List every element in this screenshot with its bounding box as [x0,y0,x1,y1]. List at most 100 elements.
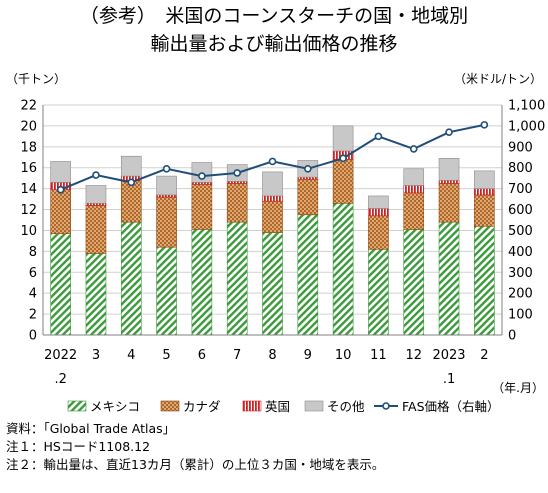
bar-segment-0-7 [297,214,319,336]
left-tick-label: 12 [20,203,37,218]
x-tick-label: 2022 [44,348,77,363]
bar-segment-0-10 [403,229,425,336]
x-tick-label: 7 [233,348,241,363]
legend-marker [382,402,390,410]
price-point [198,172,206,180]
left-tick-label: 6 [29,266,37,281]
bar-segment-1-11 [438,183,460,223]
right-tick-label: 100 [508,308,533,323]
bar-segment-2-1 [85,202,107,206]
x-tick-label: 2 [480,348,488,363]
bar-segment-2-3 [156,194,177,198]
x-tick-label: 11 [370,348,387,363]
bar-segment-3-8 [332,125,354,152]
bar-segment-2-4 [191,182,213,185]
price-point [445,128,453,136]
price-point [92,171,100,179]
bar-segment-1-6 [262,200,283,233]
right-tick-label: 400 [508,245,533,260]
bar-segment-1-0 [50,189,71,234]
left-tick-label: 10 [20,224,37,239]
right-tick-label: 1,100 [508,99,545,114]
x-tick-label: 3 [92,348,100,363]
bar-segment-0-3 [156,246,177,336]
left-tick-label: 8 [29,245,37,260]
left-tick-label: 4 [29,287,37,302]
bar-segment-1-5 [226,183,248,223]
bar-segment-2-6 [262,195,283,202]
bar-segment-0-2 [120,221,142,336]
price-point [480,121,489,129]
bar-segment-1-2 [120,179,142,223]
bar-segment-0-0 [50,233,71,336]
price-point [127,178,136,187]
chart-title-line1: （参考） 米国のコーンスターチの国・地域別 [80,5,468,27]
legend-label: カナダ [183,399,221,414]
x-tick-label: 10 [335,348,352,363]
price-point [339,154,347,163]
bar-segment-3-11 [438,158,460,181]
bar-segment-3-0 [50,161,71,183]
bar-segment-3-10 [403,168,425,186]
left-tick-label: 16 [20,161,37,176]
source-note: 資料：「Global Trade Atlas」 [6,421,176,436]
legend-label: メキシコ [90,399,140,414]
price-point [56,185,65,194]
legend-swatch [242,400,262,412]
bar-segment-0-11 [438,221,460,336]
bar-segment-1-3 [156,196,177,248]
price-point [233,169,241,177]
bar-segment-2-10 [403,185,425,194]
x-tick-label: 9 [304,348,312,363]
right-axis-unit: （米ドル/トン） [454,72,542,86]
x-tick-sublabel: .1 [443,372,455,387]
bar-segment-2-7 [297,176,319,180]
x-tick-label: 6 [198,348,206,363]
x-tick-label: 8 [268,348,276,363]
bar-segment-0-12 [474,225,495,336]
right-tick-label: 500 [508,224,533,239]
bar-segment-1-4 [191,184,213,230]
right-tick-label: 800 [508,161,533,176]
bar-segment-2-11 [438,179,460,184]
left-axis-unit: （千トン） [6,72,66,86]
left-tick-label: 20 [20,119,37,134]
right-tick-label: 600 [508,203,533,218]
bar-segment-2-5 [226,181,248,184]
bar-segment-1-7 [297,178,319,216]
right-tick-label: 700 [508,182,533,197]
bar-segment-1-9 [368,215,389,250]
tick-labels: 0246810121416182022010020030040050060070… [20,99,545,388]
bar-segment-0-4 [191,229,213,336]
right-tick-label: 900 [508,140,533,155]
right-tick-label: 1,000 [508,119,545,134]
bar-segment-1-10 [403,192,425,230]
price-point [268,157,277,166]
x-tick-label: 2023 [432,348,465,363]
price-point [304,164,312,173]
bar-segment-3-6 [262,171,283,197]
left-tick-label: 14 [20,182,37,197]
right-tick-label: 0 [508,329,516,344]
bar-segment-0-5 [226,221,248,336]
footnote-1: 注１：HSコード1108.12 [6,439,151,454]
price-point [374,132,383,141]
bar-segment-3-9 [368,195,389,209]
x-tick-sublabel: .2 [54,372,66,387]
left-tick-label: 0 [29,329,37,344]
bar-segment-0-6 [262,232,283,336]
x-tick-label: 5 [162,348,170,363]
x-tick-label: 12 [405,348,422,363]
legend-label: FAS価格（右軸） [402,399,500,414]
bar-segment-3-2 [120,155,142,177]
legend-swatch [160,400,180,412]
chart-title-line2: 輸出量および輸出価格の推移 [150,33,397,55]
legend-swatch [304,400,324,412]
bar-segment-1-12 [474,194,495,227]
bar-segment-3-12 [474,170,495,189]
legend-swatch [67,400,87,412]
right-tick-label: 300 [508,266,533,281]
price-point [409,145,418,153]
bar-segment-3-3 [156,175,177,196]
